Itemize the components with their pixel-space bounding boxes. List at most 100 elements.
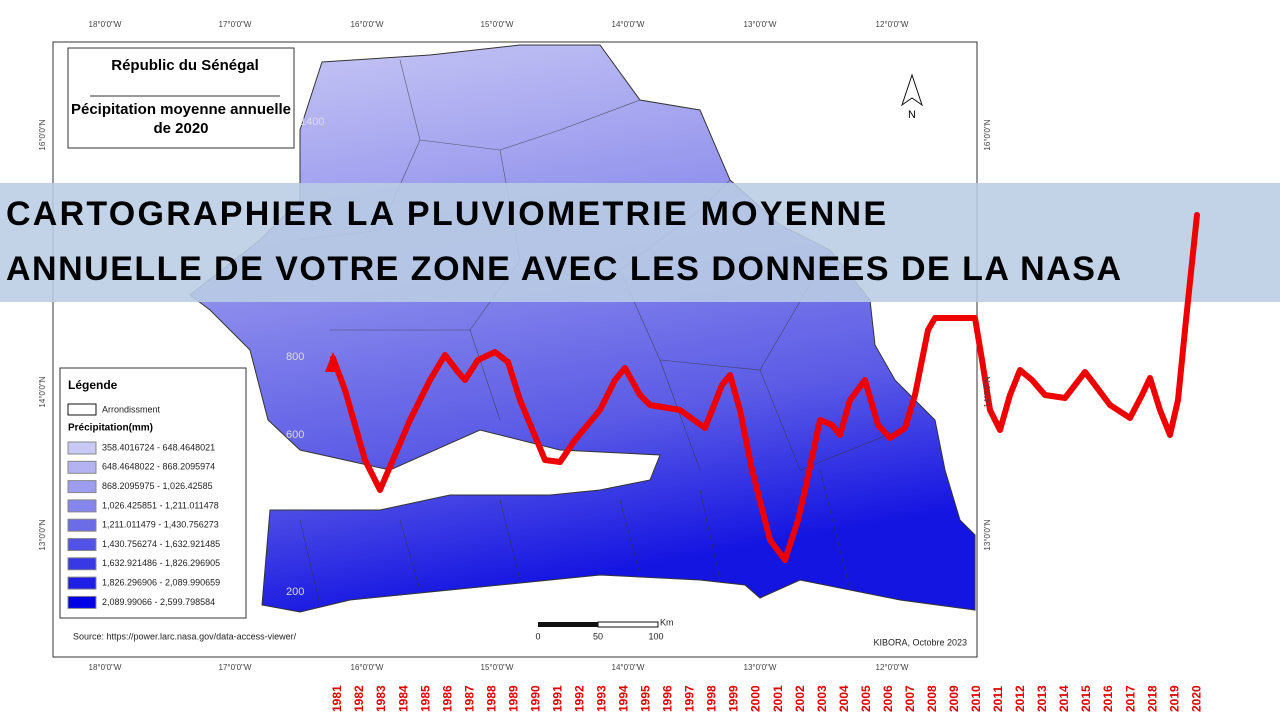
legend-class: 1,430.756274 - 1,632.921485 [102, 539, 220, 549]
scale-tick: 100 [648, 631, 663, 641]
rain-curve [330, 212, 1200, 563]
legend-swatch [67, 595, 97, 609]
year-label: 1985 [418, 685, 432, 712]
lat-label: 13°0'0"N [38, 519, 47, 550]
year-label: 2011 [991, 686, 1005, 712]
source: Source: https://power.larc.nasa.gov/data… [73, 631, 297, 641]
year-label: 1998 [705, 685, 719, 712]
title-box [67, 47, 295, 149]
year-label: 2010 [969, 685, 983, 712]
legend-swatch [67, 460, 97, 474]
year-label: 1993 [595, 685, 609, 712]
lon-label: 15°0'0"W [481, 20, 514, 29]
legend-swatch [67, 441, 97, 455]
legend-swatch [67, 499, 97, 513]
banner-line: CARTOGRAPHIER LA PLUVIOMETRIE MOYENNE [6, 195, 886, 233]
year-label: 1981 [330, 685, 344, 712]
subtitle-box: Pécipitation moyenne annuelle de 2020 [70, 101, 292, 137]
lat-label: 16°0'0"N [38, 119, 47, 150]
year-label: 1986 [440, 685, 454, 712]
banner [0, 183, 1280, 302]
legend-class: 358.4016724 - 648.4648021 [102, 442, 215, 452]
legend-class: 2,089.99066 - 2,599.798584 [102, 597, 215, 607]
year-label: 1982 [352, 685, 366, 712]
year-label: 1988 [484, 685, 498, 712]
year-label: 2001 [771, 685, 785, 712]
lon-label: 14°0'0"W [612, 20, 645, 29]
lat-label: 14°0'0"N [38, 376, 47, 407]
lon-label: 15°0'0"W [481, 663, 514, 672]
contour-label: 600 [286, 429, 304, 441]
year-label: 2004 [837, 685, 851, 712]
year-label: 2002 [793, 685, 807, 712]
credit: KIBORA, Octobre 2023 [873, 637, 967, 647]
legend-class: 648.4648022 - 868.2095974 [102, 462, 215, 472]
legend-boundary: Arrondissment [102, 404, 161, 414]
legend-swatch [67, 518, 97, 532]
lon-label: 14°0'0"W [612, 663, 645, 672]
scale-unit: Km [660, 617, 674, 627]
north-label: N [908, 109, 916, 121]
legend-class: 1,211.011479 - 1,430.756273 [102, 520, 219, 530]
legend-swatch [67, 557, 97, 571]
lon-label: 18°0'0"W [89, 663, 122, 672]
lon-label: 18°0'0"W [89, 20, 122, 29]
year-label: 2017 [1123, 685, 1137, 712]
legend-swatch [67, 576, 97, 590]
lon-label: 17°0'0"W [219, 20, 252, 29]
lat-label: 13°0'0"N [983, 519, 992, 550]
lon-label: 16°0'0"W [351, 663, 384, 672]
lat-label: 16°0'0"N [983, 119, 992, 150]
year-label: 2016 [1101, 685, 1115, 712]
year-label: 2003 [815, 685, 829, 712]
year-label: 1991 [550, 685, 564, 712]
year-label: 1995 [639, 685, 653, 712]
year-label: 2006 [881, 685, 895, 712]
scale-bar [538, 621, 659, 628]
scale-tick: 50 [593, 631, 603, 641]
year-label: 2014 [1057, 685, 1071, 712]
year-label: 2000 [749, 685, 763, 712]
lon-label: 12°0'0"W [876, 663, 909, 672]
contour-label: 800 [286, 351, 304, 363]
lon-label: 12°0'0"W [876, 20, 909, 29]
year-label: 2018 [1145, 685, 1159, 712]
north-arrow: N [901, 73, 923, 121]
year-label: 2020 [1189, 685, 1203, 712]
contour-label: 1400 [300, 116, 324, 128]
year-label: 2008 [925, 685, 939, 712]
year-label: 1990 [528, 685, 542, 712]
banner-line: ANNUELLE DE VOTRE ZONE AVEC LES DONNEES … [6, 250, 1121, 288]
legend-class: 1,026.425851 - 1,211.011478 [102, 500, 219, 510]
legend-swatch [67, 538, 97, 551]
legend-class: 868.2095975 - 1,026.42585 [102, 481, 213, 491]
lon-label: 17°0'0"W [219, 663, 252, 672]
lat-label: 14°0'0"N [983, 376, 992, 407]
year-label: 2015 [1079, 685, 1093, 712]
legend-class-title: Précipitation(mm) [68, 423, 153, 434]
contour-label: 200 [286, 586, 304, 598]
map-subtitle: Pécipitation moyenne annuelle de 2020 [70, 101, 292, 137]
year-label: 2019 [1167, 685, 1181, 712]
lon-label: 13°0'0"W [744, 20, 777, 29]
year-label: 2013 [1035, 685, 1049, 712]
year-label: 1997 [683, 685, 697, 712]
year-label: 1983 [374, 685, 388, 712]
year-label: 1994 [617, 685, 631, 712]
lon-label: 13°0'0"W [744, 663, 777, 672]
year-label: 2009 [947, 685, 961, 712]
legend-swatch [67, 480, 97, 494]
legend-boundary-swatch [67, 403, 97, 416]
year-label: 1987 [462, 685, 476, 712]
curve-arrow [325, 352, 341, 372]
year-label: 2005 [859, 685, 873, 712]
year-label: 2007 [903, 685, 917, 712]
lon-label: 16°0'0"W [351, 20, 384, 29]
year-label: 1989 [506, 685, 520, 712]
legend-class: 1,632.921486 - 1,826.296905 [102, 558, 220, 568]
year-label: 2012 [1013, 685, 1027, 712]
year-label: 1996 [661, 685, 675, 712]
year-label: 1984 [396, 685, 410, 712]
scale-tick: 0 [535, 631, 540, 641]
